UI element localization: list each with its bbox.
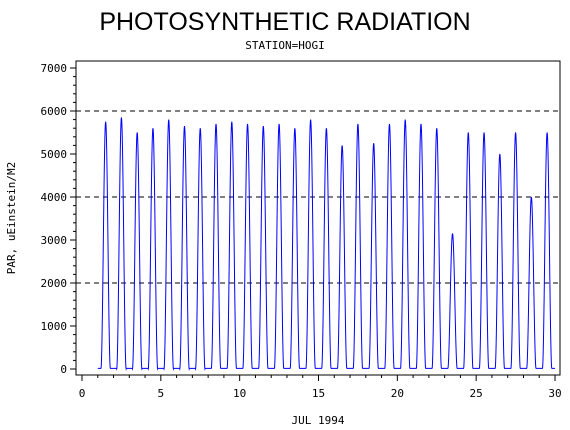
x-tick-label: 15 [312,387,325,400]
y-axis: 0 1000 2000 3000 4000 5000 6000 7000 [41,62,76,376]
x-axis: 0 5 10 15 20 25 30 [79,375,562,400]
par-series-line [97,117,555,371]
reference-lines [76,110,560,284]
y-tick-label: 1000 [41,320,68,333]
y-tick-label: 0 [60,363,67,376]
x-axis-label: JUL 1994 [292,414,345,427]
y-axis-label: PAR, uEinstein/M2 [5,162,18,275]
y-tick-label: 5000 [41,148,68,161]
y-tick-label: 3000 [41,234,68,247]
chart-title: PHOTOSYNTHETIC RADIATION [99,8,470,36]
y-tick-label: 6000 [41,105,68,118]
chart-subtitle: STATION=HOGI [245,39,324,52]
x-tick-label: 10 [233,387,246,400]
y-tick-label: 7000 [41,62,68,75]
x-tick-label: 0 [79,387,86,400]
x-tick-label: 25 [470,387,483,400]
y-tick-label: 2000 [41,277,68,290]
x-tick-label: 20 [391,387,404,400]
y-tick-label: 4000 [41,191,68,204]
x-tick-label: 5 [158,387,165,400]
x-tick-label: 30 [548,387,561,400]
